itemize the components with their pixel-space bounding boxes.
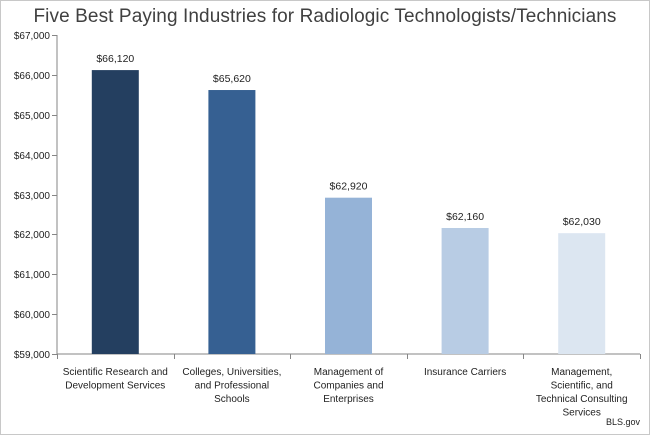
category-label-line: Technical Consulting bbox=[536, 394, 628, 405]
y-tick-label: $64,000 bbox=[14, 151, 51, 162]
category-label-line: Development Services bbox=[65, 381, 165, 392]
data-label: $62,920 bbox=[330, 181, 368, 193]
category-label-line: Colleges, Universities, bbox=[182, 367, 281, 378]
y-tick-label: $66,000 bbox=[14, 71, 51, 82]
y-tick-label: $65,000 bbox=[14, 111, 51, 122]
category-label-line: Schools bbox=[214, 394, 250, 405]
category-label-line: Management, bbox=[551, 367, 612, 378]
y-tick-label: $63,000 bbox=[14, 191, 51, 202]
source-label: BLS.gov bbox=[605, 417, 640, 427]
category-label-line: Scientific, and bbox=[551, 381, 613, 392]
category-label-line: Management of bbox=[314, 367, 384, 378]
data-label: $62,030 bbox=[563, 216, 601, 228]
category-label-line: Companies and bbox=[313, 381, 383, 392]
y-tick-label: $62,000 bbox=[14, 230, 51, 241]
category-label: Scientific Research and Development Servi… bbox=[63, 367, 168, 392]
data-label: $66,120 bbox=[96, 53, 134, 65]
bar bbox=[208, 90, 256, 354]
category-label: Colleges, Universities, and Professional S… bbox=[182, 367, 281, 405]
category-label-line: Scientific Research and bbox=[63, 367, 168, 378]
category-label-line: Enterprises bbox=[323, 394, 374, 405]
data-label: $65,620 bbox=[213, 73, 251, 85]
bar bbox=[558, 233, 606, 354]
category-label-line: Services bbox=[563, 408, 601, 419]
category-label: Insurance Carriers bbox=[424, 367, 506, 378]
bar bbox=[91, 70, 139, 354]
bar bbox=[441, 227, 489, 354]
y-tick-label: $60,000 bbox=[14, 310, 51, 321]
chart-title: Five Best Paying Industries for Radiolog… bbox=[33, 6, 617, 27]
category-label-line: Insurance Carriers bbox=[424, 367, 506, 378]
data-label: $62,160 bbox=[446, 211, 484, 223]
category-label: Management, Scientific, and Technical Cons… bbox=[536, 367, 628, 419]
category-label-line: and Professional bbox=[195, 381, 270, 392]
category-label: Management of Companies and Enterprises bbox=[313, 367, 383, 405]
y-tick-label: $59,000 bbox=[14, 350, 51, 361]
y-tick-label: $67,000 bbox=[14, 31, 51, 42]
y-tick-label: $61,000 bbox=[14, 270, 51, 281]
bar bbox=[325, 197, 372, 354]
